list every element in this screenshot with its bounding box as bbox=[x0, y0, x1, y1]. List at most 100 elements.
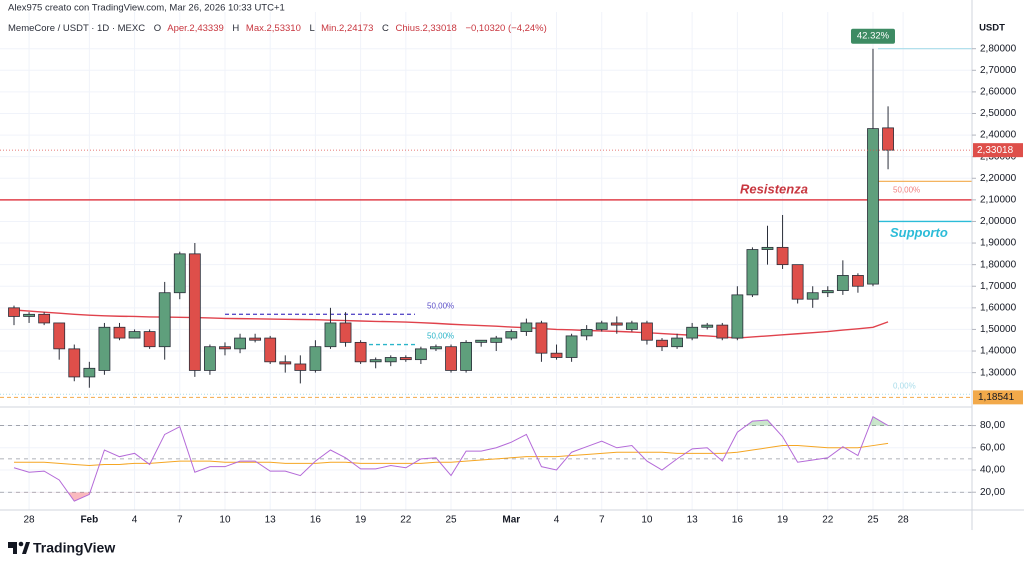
logo-icon bbox=[18, 541, 24, 547]
x-tick-label: 10 bbox=[219, 515, 231, 526]
candle-body bbox=[671, 337, 683, 348]
logo: TradingView bbox=[8, 540, 115, 556]
oversold-fill bbox=[67, 492, 91, 502]
y-tick-label: 1,40000 bbox=[980, 346, 1017, 357]
x-tick-label: Feb bbox=[80, 515, 98, 526]
rsi-ma-line bbox=[14, 442, 889, 467]
x-tick-label: 7 bbox=[177, 515, 183, 526]
candle-body bbox=[686, 326, 699, 339]
axis-tag-label: 1,18541 bbox=[978, 392, 1015, 403]
legend-key: H bbox=[232, 23, 239, 34]
legend-value: Chius.2,33018 bbox=[396, 23, 457, 34]
y-tick-label: 2,50000 bbox=[980, 108, 1017, 119]
currency-label: USDT bbox=[979, 23, 1005, 34]
candle-body bbox=[173, 253, 186, 294]
legend-value: Min.2,24173 bbox=[321, 23, 373, 34]
symbol: MemeCore / USDT · 1D · MEXC bbox=[8, 23, 145, 34]
annotation-text: 42.32% bbox=[857, 31, 890, 42]
candle-body bbox=[324, 322, 337, 348]
candle-body bbox=[384, 357, 397, 363]
candle-body bbox=[354, 341, 367, 363]
candle-body bbox=[309, 346, 322, 371]
y-tick-label: 2,40000 bbox=[980, 130, 1017, 141]
y-tick-label: 40,00 bbox=[980, 465, 1005, 476]
candle-body bbox=[806, 292, 819, 300]
candle-body bbox=[641, 322, 653, 341]
y-tick-label: 2,00000 bbox=[980, 216, 1017, 227]
candle-body bbox=[294, 363, 307, 371]
x-tick-label: Mar bbox=[502, 515, 520, 526]
candle-body bbox=[98, 326, 111, 371]
candle-body bbox=[535, 322, 548, 354]
candle-body bbox=[23, 313, 35, 317]
x-tick-label: 7 bbox=[599, 515, 605, 526]
candle-body bbox=[8, 307, 20, 317]
candle-body bbox=[158, 292, 171, 348]
candle-body bbox=[279, 361, 292, 365]
legend-key: L bbox=[310, 23, 315, 34]
level-label: 50,00% bbox=[427, 332, 454, 341]
level-label: Resistenza bbox=[740, 181, 808, 196]
x-tick-label: 13 bbox=[265, 515, 277, 526]
logo-icon bbox=[13, 542, 17, 554]
x-tick-label: 13 bbox=[687, 515, 699, 526]
candle-body bbox=[188, 253, 201, 371]
candle-body bbox=[219, 346, 231, 350]
x-tick-label: 4 bbox=[554, 515, 560, 526]
candle-body bbox=[414, 348, 427, 361]
level-label: 0,00% bbox=[893, 381, 916, 390]
candle-body bbox=[610, 322, 623, 326]
candle-body bbox=[746, 249, 759, 296]
axis-tag bbox=[973, 390, 1023, 405]
author: Alex975 creato con TradingView.com, Mar … bbox=[8, 3, 285, 14]
candle-body bbox=[68, 348, 81, 378]
legend-key: O bbox=[154, 23, 161, 34]
y-tick-label: 2,60000 bbox=[980, 87, 1017, 98]
candle-body bbox=[369, 359, 382, 363]
level-label: 50,00% bbox=[893, 185, 920, 194]
x-tick-label: 19 bbox=[355, 515, 367, 526]
legend-value: Max.2,53310 bbox=[246, 23, 301, 34]
legend-key: C bbox=[382, 23, 389, 34]
candle-body bbox=[128, 331, 141, 339]
candle-body bbox=[490, 337, 503, 343]
candle-body bbox=[716, 324, 729, 339]
candle-body bbox=[460, 341, 473, 371]
y-tick-label: 1,80000 bbox=[980, 259, 1017, 270]
rsi-line bbox=[13, 415, 889, 502]
legend: MemeCore / USDT · 1D · MEXC O Aper.2,433… bbox=[8, 23, 547, 34]
candle-body bbox=[204, 346, 216, 371]
candle-body bbox=[852, 275, 864, 287]
x-tick-label: 10 bbox=[641, 515, 653, 526]
candle-body bbox=[113, 326, 126, 339]
y-tick-label: 1,50000 bbox=[980, 324, 1017, 335]
candle-body bbox=[550, 352, 563, 358]
annotation-box bbox=[850, 28, 895, 44]
y-tick-label: 1,30000 bbox=[980, 367, 1017, 378]
candle-body bbox=[83, 367, 96, 378]
y-tick-label: 1,90000 bbox=[980, 238, 1017, 249]
x-tick-label: 16 bbox=[732, 515, 744, 526]
candle-body bbox=[264, 337, 277, 363]
candle-body bbox=[234, 337, 246, 350]
y-tick-label: 20,00 bbox=[980, 487, 1005, 498]
legend-value: Aper.2,43339 bbox=[167, 23, 224, 34]
x-tick-label: 22 bbox=[400, 515, 412, 526]
candle-body bbox=[249, 337, 262, 341]
x-tick-label: 28 bbox=[898, 515, 910, 526]
candle-body bbox=[791, 264, 804, 300]
y-tick-label: 2,70000 bbox=[980, 65, 1017, 76]
logo-icon bbox=[8, 542, 17, 548]
candle-body bbox=[505, 331, 518, 339]
candle-body bbox=[580, 329, 593, 337]
logo-icon bbox=[22, 542, 30, 554]
candle-body bbox=[731, 294, 744, 339]
candle-body bbox=[867, 128, 879, 285]
candle-body bbox=[143, 331, 156, 348]
candle-body bbox=[53, 322, 66, 350]
x-tick-label: 4 bbox=[132, 515, 138, 526]
candle-body bbox=[656, 339, 668, 348]
candle-body bbox=[445, 346, 457, 371]
candle-body bbox=[821, 290, 834, 294]
